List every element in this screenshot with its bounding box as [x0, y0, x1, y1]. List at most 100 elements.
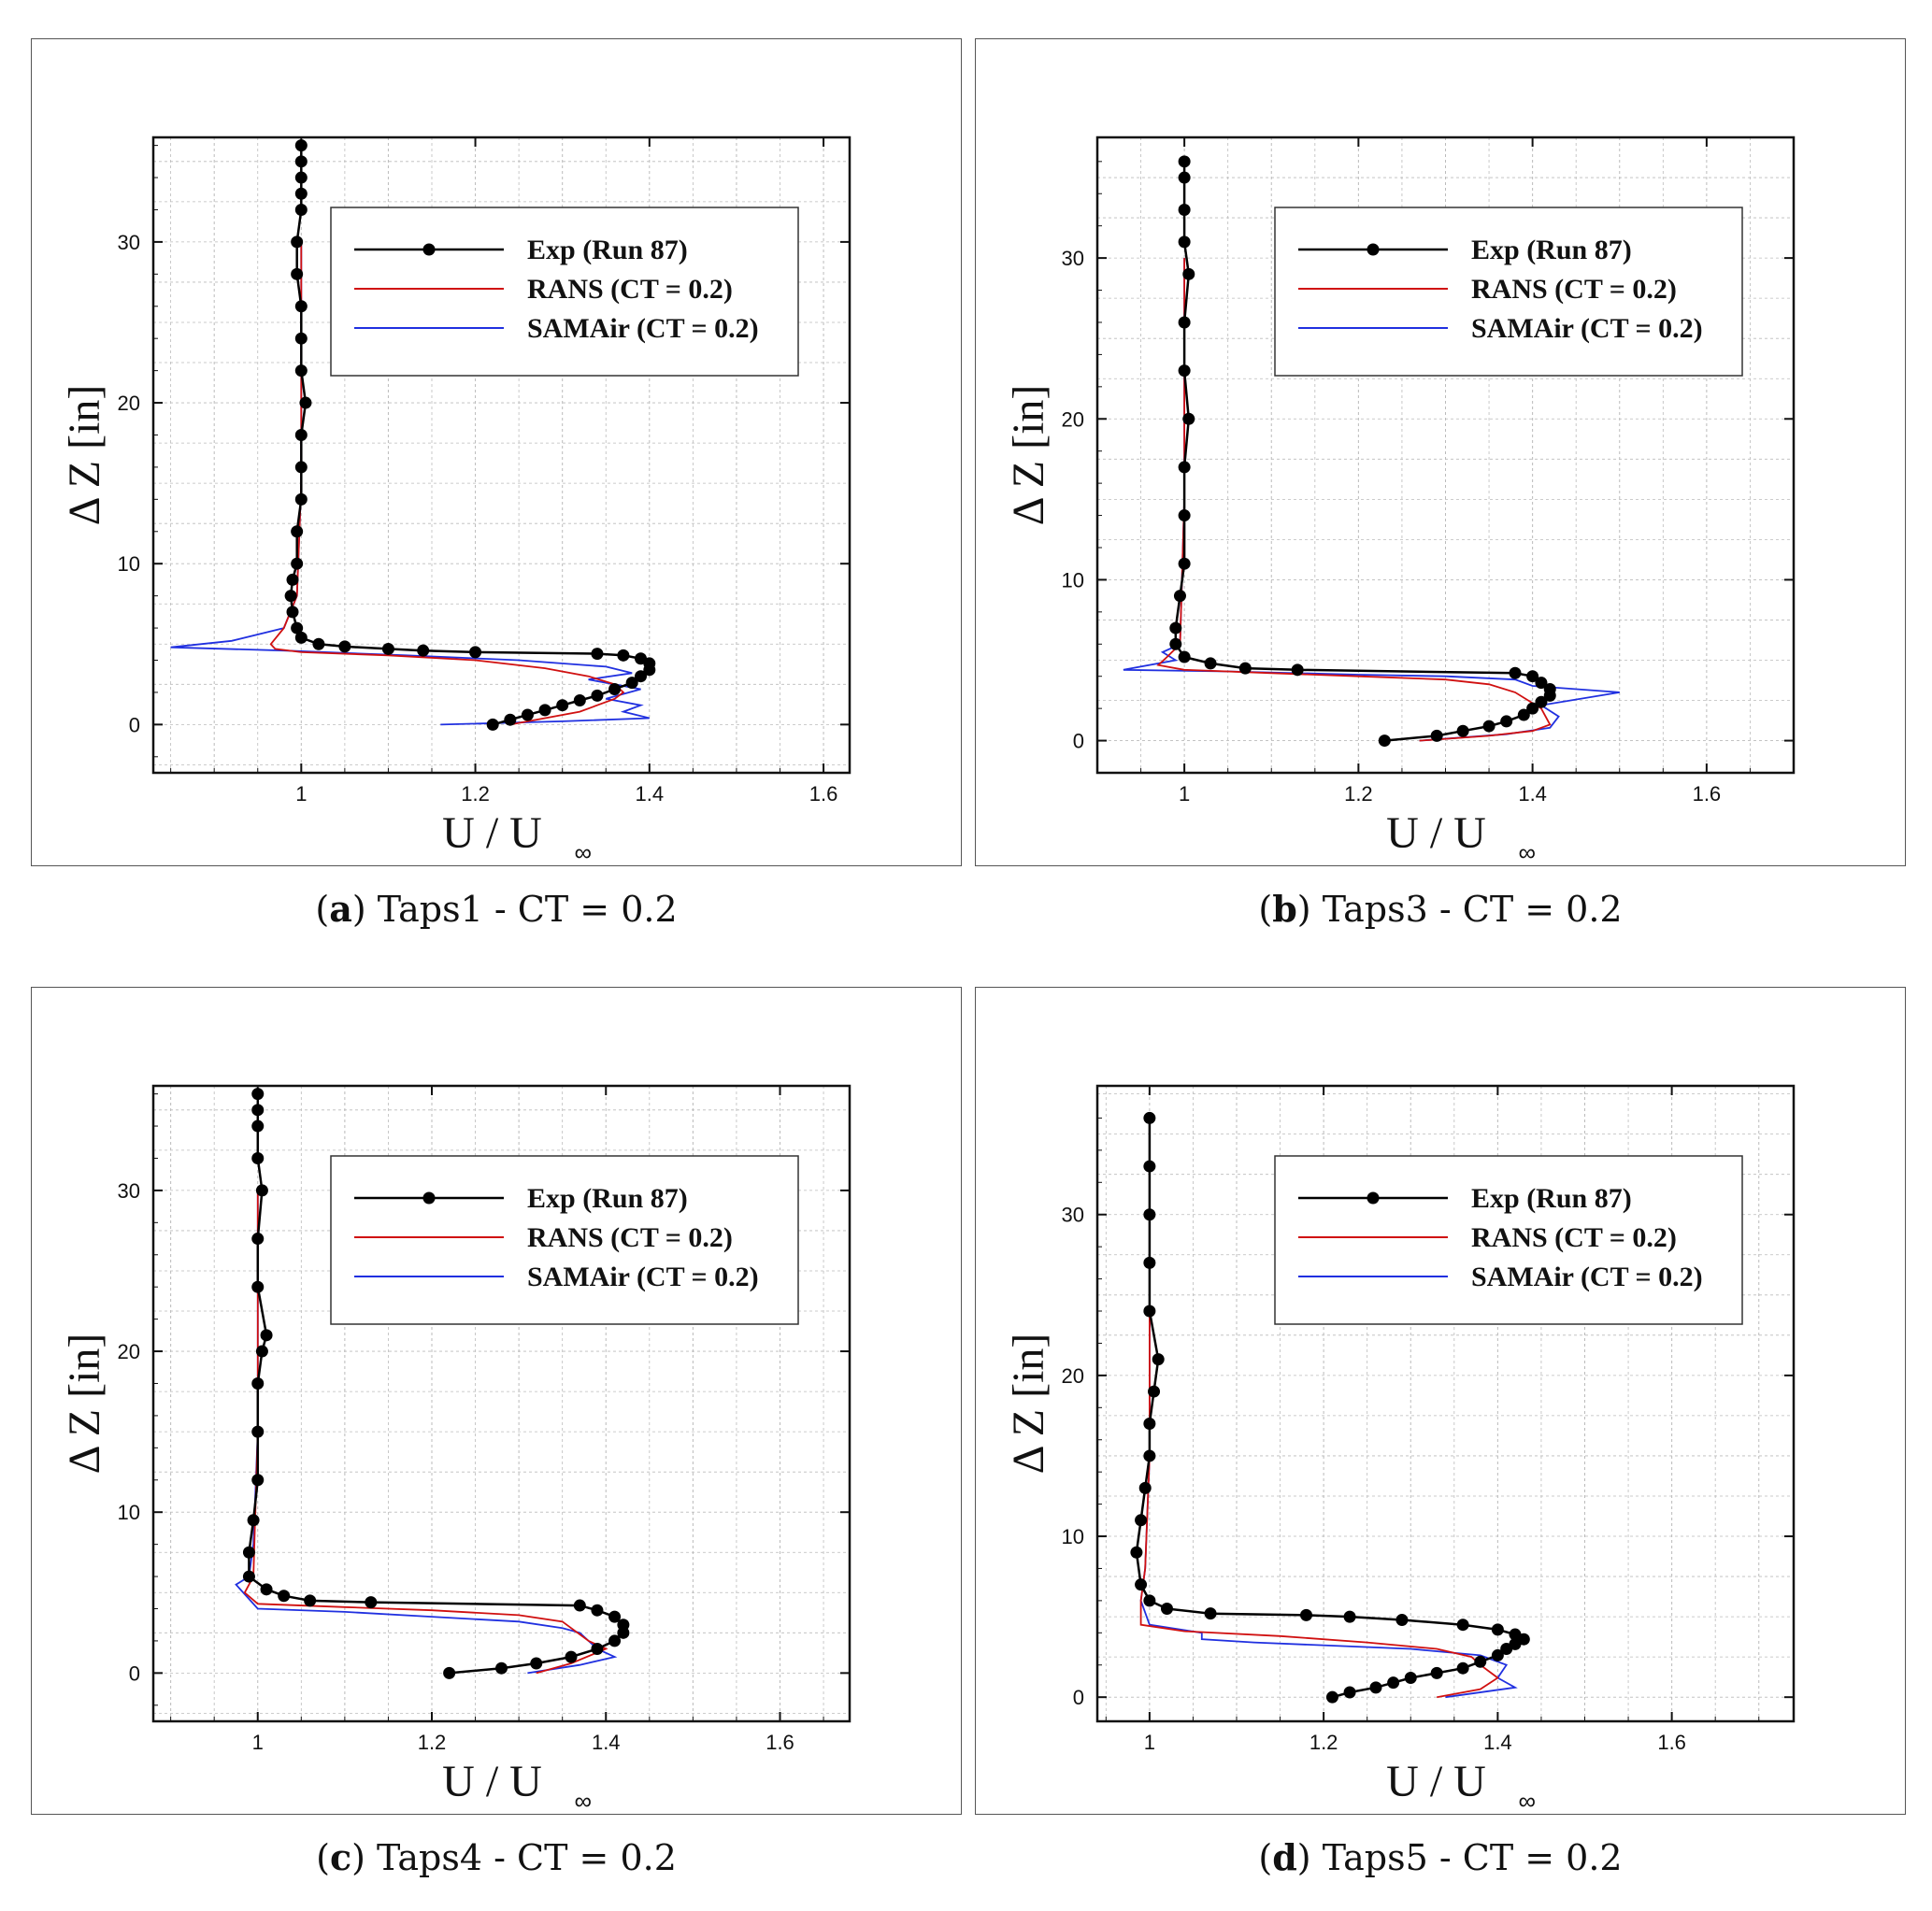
y-tick-label: 30	[118, 231, 140, 254]
data-point	[242, 1546, 255, 1559]
data-point	[635, 652, 647, 665]
y-axis-label: Δ Z [in]	[60, 1333, 109, 1475]
data-point	[1161, 1602, 1173, 1615]
data-point	[255, 1345, 268, 1358]
data-point	[608, 1610, 622, 1623]
data-point	[538, 704, 551, 717]
x-axis-label-subscript: ∞	[1519, 1787, 1537, 1815]
legend-label: SAMAir (CT = 0.2)	[527, 1262, 759, 1292]
data-point	[635, 670, 647, 683]
data-point	[291, 621, 304, 635]
data-point	[1148, 1385, 1161, 1398]
data-point	[1135, 1514, 1148, 1527]
y-tick-label: 10	[118, 1501, 140, 1524]
data-point	[417, 644, 430, 657]
data-point	[1182, 412, 1195, 425]
x-tick-label: 1.6	[1693, 782, 1722, 806]
x-tick-label: 1.4	[592, 1731, 621, 1754]
data-point	[1456, 724, 1469, 737]
data-point	[294, 428, 308, 441]
chart-a: 1 1.2 1.4 1.6 0 10 20 30 U / U ∞ Δ Z [in] Exp (Run …	[60, 135, 852, 866]
data-point	[1182, 267, 1195, 280]
x-axis-label-subscript: ∞	[575, 1787, 593, 1815]
data-point	[617, 1619, 630, 1632]
x-axis-label: U / U	[442, 808, 542, 858]
data-point	[291, 267, 304, 280]
data-point	[1343, 1610, 1356, 1623]
data-point	[255, 1184, 268, 1197]
data-point	[565, 1650, 578, 1663]
x-axis-label: U / U	[442, 1757, 542, 1806]
legend-label: RANS (CT = 0.2)	[1471, 274, 1677, 305]
data-point	[381, 642, 394, 655]
data-point	[1143, 1160, 1156, 1173]
data-point	[1500, 715, 1513, 728]
data-point	[573, 1599, 586, 1612]
data-point	[1395, 1614, 1409, 1627]
series-line-rans	[1139, 1214, 1499, 1699]
data-point	[1526, 702, 1539, 715]
series-line-rans	[269, 241, 625, 726]
data-point	[260, 1583, 273, 1596]
data-point	[1430, 1666, 1443, 1679]
data-point	[294, 461, 308, 474]
legend-label: RANS (CT = 0.2)	[1471, 1222, 1677, 1253]
data-point	[608, 1634, 622, 1647]
caption-letter: b	[1272, 888, 1297, 930]
y-tick-label: 30	[1062, 1204, 1084, 1227]
data-point	[294, 300, 308, 313]
data-point	[625, 677, 638, 690]
data-point	[294, 203, 308, 216]
legend-marker	[1367, 1191, 1380, 1205]
y-tick-label: 10	[1062, 1525, 1084, 1548]
data-point	[495, 1661, 508, 1675]
data-point	[469, 646, 482, 659]
data-point	[1430, 729, 1443, 742]
x-tick-label: 1.4	[1483, 1731, 1512, 1754]
data-point	[1509, 666, 1522, 679]
plot-frame	[151, 135, 852, 775]
data-point	[242, 1570, 255, 1583]
figure-panel-b: 1 1.2 1.4 1.6 0 10 20 30 U / U ∞ Δ Z [in] Exp (Run …	[975, 38, 1906, 866]
data-point	[1491, 1648, 1504, 1661]
data-point	[294, 631, 308, 644]
legend: Exp (Run 87) RANS (CT = 0.2) SAMAir (CT = …	[1274, 1155, 1743, 1325]
data-point	[1178, 171, 1191, 184]
data-point	[284, 590, 297, 603]
caption-text: Taps3 - CT = 0.2	[1322, 889, 1623, 930]
data-point	[1404, 1672, 1417, 1685]
data-point	[1143, 1449, 1156, 1462]
data-point	[294, 187, 308, 200]
figure-panel-c: 1 1.2 1.4 1.6 0 10 20 30 U / U ∞ Δ Z [in] Exp (Run …	[31, 987, 962, 1815]
data-point	[1491, 1623, 1504, 1636]
y-axis-label: Δ Z [in]	[1004, 385, 1053, 526]
caption-text: Taps5 - CT = 0.2	[1322, 1837, 1623, 1878]
data-point	[294, 492, 308, 506]
y-tick-label: 0	[1073, 730, 1084, 753]
y-tick-label: 20	[118, 1340, 140, 1363]
caption-c: (c) Taps4 - CT = 0.2	[316, 1836, 677, 1878]
data-point	[1143, 1305, 1156, 1318]
caption-a: (a) Taps1 - CT = 0.2	[315, 888, 678, 930]
legend-label: Exp (Run 87)	[1471, 1183, 1632, 1214]
data-point	[1369, 1681, 1382, 1694]
data-point	[591, 1604, 604, 1617]
x-tick-label: 1.6	[809, 782, 838, 806]
data-point	[1535, 677, 1548, 690]
x-tick-label: 1.2	[1344, 782, 1373, 806]
caption-letter: a	[329, 888, 352, 930]
y-axis-label: Δ Z [in]	[1004, 1333, 1053, 1475]
data-point	[294, 155, 308, 168]
data-point	[247, 1514, 260, 1527]
plot-frame	[1095, 1084, 1796, 1723]
y-tick-label: 30	[118, 1179, 140, 1203]
data-point	[1526, 670, 1539, 683]
data-point	[294, 364, 308, 378]
legend: Exp (Run 87) RANS (CT = 0.2) SAMAir (CT = …	[330, 1155, 799, 1325]
legend-label: RANS (CT = 0.2)	[527, 274, 733, 305]
data-point	[1456, 1619, 1469, 1632]
data-point	[1169, 637, 1182, 650]
x-axis-label-subscript: ∞	[575, 838, 593, 866]
x-tick-label: 1	[252, 1731, 264, 1754]
data-point	[530, 1657, 543, 1670]
